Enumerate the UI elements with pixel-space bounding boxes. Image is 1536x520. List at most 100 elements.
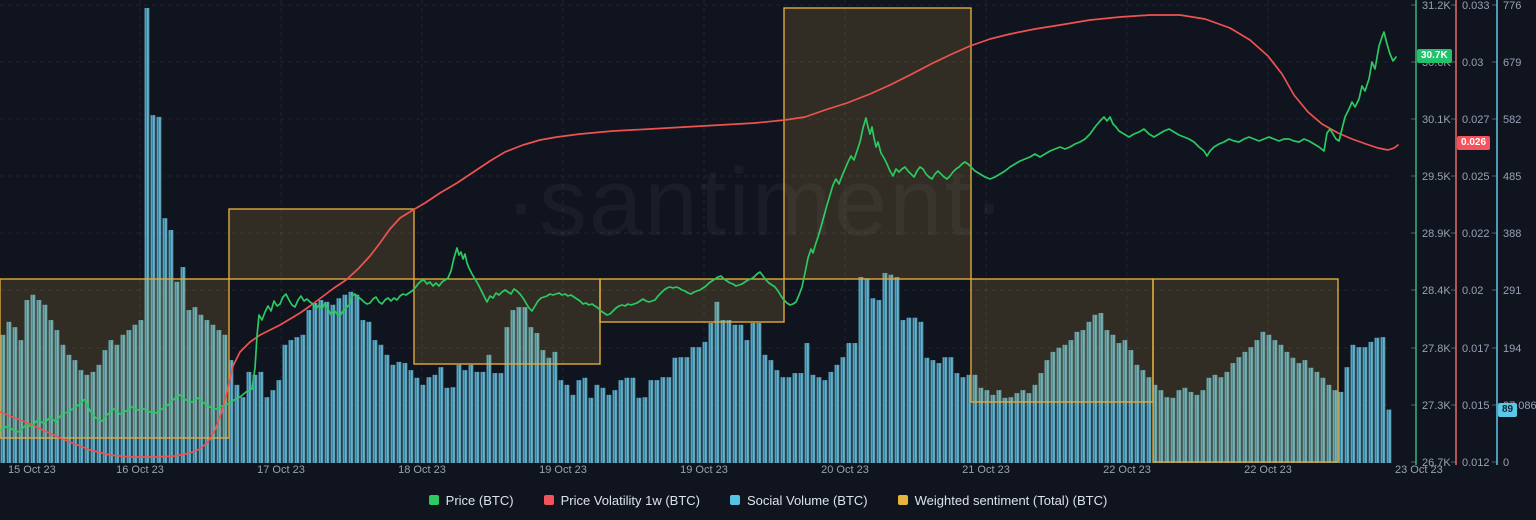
volume-bar: [144, 7, 150, 464]
legend-item-label: Price Volatility 1w (BTC): [560, 492, 700, 508]
volume-bar: [48, 320, 54, 463]
volume-bar: [564, 384, 570, 463]
volume-bar: [402, 363, 408, 463]
legend-item-weighted-sentiment[interactable]: Weighted sentiment (Total) (BTC): [897, 492, 1108, 508]
x-axis-tick-label: 19 Oct 23: [680, 464, 728, 476]
volume-bar: [408, 370, 414, 463]
volume-bar: [828, 371, 834, 463]
volume-bar: [1206, 377, 1212, 463]
volatility-axis-tick-label: 0.012: [1462, 457, 1490, 469]
volume-bar: [108, 340, 114, 463]
legend-item-price[interactable]: Price (BTC): [428, 493, 514, 508]
social-volume-axis-tick-label: 679: [1503, 57, 1521, 69]
social-volume-swatch-icon: [729, 495, 740, 505]
volume-bar: [324, 301, 330, 463]
volume-bar: [924, 357, 930, 463]
chart-canvas[interactable]: 31.2K30.6K30.1K29.5K28.9K28.4K27.8K27.3K…: [0, 0, 1536, 478]
volume-bar: [396, 361, 402, 463]
volume-bar: [774, 370, 780, 463]
volume-bar: [1074, 331, 1080, 463]
legend-item-social-volume[interactable]: Social Volume (BTC): [729, 492, 868, 508]
volume-bar: [450, 387, 456, 463]
legend-item-volatility[interactable]: Price Volatility 1w (BTC): [543, 492, 700, 508]
volume-bar: [198, 314, 204, 463]
volume-bar: [780, 377, 786, 463]
volume-bar: [426, 377, 432, 463]
volume-bar: [1314, 371, 1320, 463]
volume-bar: [24, 300, 30, 463]
volume-bar: [798, 373, 804, 463]
volume-bar: [342, 294, 348, 463]
volume-bar: [1092, 314, 1098, 463]
volume-bar: [1278, 344, 1284, 463]
legend-item-label: Weighted sentiment (Total) (BTC): [914, 492, 1108, 508]
volume-bar: [888, 274, 894, 463]
volume-bar: [102, 350, 108, 463]
volume-bar: [630, 377, 636, 463]
volume-bar: [870, 298, 876, 463]
volume-bar: [1266, 334, 1272, 463]
volume-bar: [978, 387, 984, 463]
volume-bar: [606, 394, 612, 463]
volume-bar: [390, 364, 396, 463]
volume-bar: [30, 294, 36, 463]
volume-bar: [360, 320, 366, 463]
price-swatch-icon: [428, 495, 439, 505]
volatility-axis-tick-label: 0.027: [1462, 114, 1490, 126]
volume-bar: [1098, 313, 1104, 463]
volume-bar: [852, 343, 858, 463]
volume-bar: [696, 347, 702, 463]
volume-bar: [1272, 340, 1278, 463]
volume-bar: [816, 377, 822, 463]
volume-bar: [168, 229, 174, 463]
volume-bar: [1320, 377, 1326, 463]
price-axis-tick-label: 31.2K: [1422, 0, 1451, 12]
volatility-swatch-icon: [543, 495, 554, 505]
volume-bar: [762, 354, 768, 463]
volume-bar: [582, 377, 588, 463]
volume-bar: [1080, 330, 1086, 463]
volume-bar: [702, 341, 708, 463]
volume-bar: [1356, 347, 1362, 463]
volume-bar: [210, 324, 216, 463]
volume-bar: [900, 320, 906, 463]
volume-bar: [60, 344, 66, 463]
volume-bar: [456, 364, 462, 463]
social-volume-axis-tick-label: 194: [1503, 343, 1521, 355]
volume-bar: [246, 371, 252, 463]
legend-item-label: Social Volume (BTC): [746, 492, 868, 508]
volume-bar: [1002, 397, 1008, 463]
volume-bar: [588, 397, 594, 463]
volume-bar: [1116, 343, 1122, 463]
volume-bar: [306, 310, 312, 463]
volume-bar: [0, 334, 6, 463]
volume-bar: [1146, 377, 1152, 463]
volume-bar: [462, 370, 468, 463]
sentiment-segment: [970, 278, 1154, 403]
volume-bar: [174, 281, 180, 463]
social-volume-axis-tick-label: 776: [1503, 0, 1521, 12]
volume-bar: [234, 384, 240, 463]
volume-bar: [1008, 397, 1014, 463]
volume-bar: [1230, 363, 1236, 463]
volume-bar: [786, 377, 792, 463]
volume-bar: [1290, 357, 1296, 463]
volume-bar: [558, 380, 564, 463]
volume-bar: [468, 364, 474, 463]
volume-bar: [204, 320, 210, 463]
volume-bar: [1362, 347, 1368, 463]
x-axis-tick-label: 23 Oct 23: [1395, 464, 1443, 476]
volume-bar: [1086, 321, 1092, 463]
sentiment-segment: [228, 208, 415, 280]
sentiment-segment: [413, 278, 601, 365]
volatility-current-badge: 0.026: [1457, 136, 1491, 150]
volume-bar: [960, 377, 966, 463]
volume-bar: [1104, 330, 1110, 463]
volume-bar: [942, 357, 948, 463]
volume-bar: [1194, 394, 1200, 463]
volume-bar: [990, 394, 996, 463]
price-axis-tick-label: 30.1K: [1422, 114, 1451, 126]
volume-bar: [666, 377, 672, 463]
volume-bar: [1218, 377, 1224, 463]
sentiment-segment: [599, 278, 785, 323]
